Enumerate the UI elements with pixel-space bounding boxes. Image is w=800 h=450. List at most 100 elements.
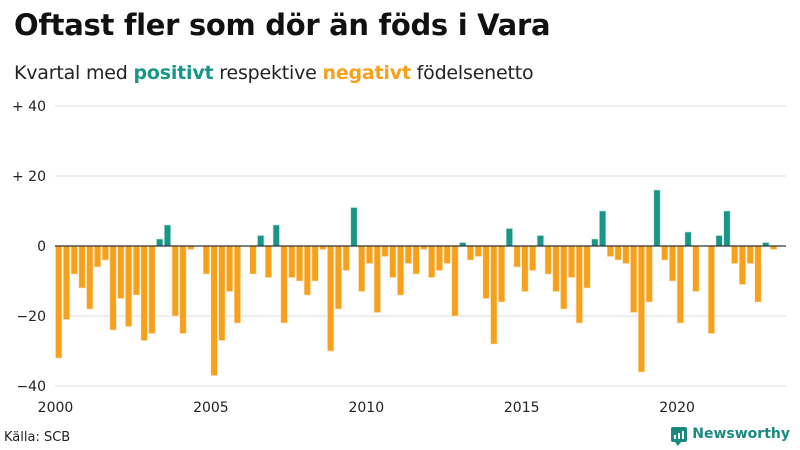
bar — [233, 245, 241, 324]
bar — [521, 245, 529, 292]
y-axis-ticks: + 40 + 20 0 −20 −40 — [12, 99, 46, 395]
bar — [738, 245, 746, 285]
bar — [536, 235, 544, 247]
bar — [560, 245, 568, 310]
bar-chart-icon — [671, 426, 688, 446]
bar — [754, 245, 762, 303]
x-tick-label: 2015 — [504, 400, 540, 416]
bar — [451, 245, 459, 317]
bar — [568, 245, 576, 278]
bar — [311, 245, 319, 282]
subtitle-negative: negativt — [322, 62, 412, 84]
bar — [746, 245, 754, 264]
bar — [218, 245, 226, 341]
y-tick-label: −20 — [16, 309, 46, 325]
subtitle-suffix: födelsenetto — [410, 62, 534, 84]
chart-title: Oftast fler som dör än föds i Vara — [14, 8, 551, 42]
brand-name: Newsworthy — [692, 426, 790, 442]
bar — [645, 245, 653, 303]
bar — [498, 245, 506, 303]
bar — [78, 245, 86, 289]
bar — [731, 245, 739, 264]
bar — [513, 245, 521, 268]
bar — [132, 245, 140, 296]
bar — [148, 245, 156, 334]
bar — [94, 245, 102, 268]
x-tick-label: 2005 — [193, 400, 229, 416]
bar — [622, 245, 630, 264]
x-tick-label: 2020 — [659, 400, 695, 416]
bar — [70, 245, 78, 275]
bar — [156, 238, 164, 247]
bar — [257, 235, 265, 247]
bar — [661, 245, 669, 261]
newsworthy-logo[interactable]: Newsworthy — [671, 426, 790, 446]
bar — [637, 245, 645, 373]
bar — [482, 245, 490, 299]
bar — [715, 235, 723, 247]
x-tick-label: 2000 — [38, 400, 74, 416]
bar — [296, 245, 304, 282]
bar — [350, 207, 358, 247]
y-tick-label: 0 — [37, 239, 46, 255]
bar — [490, 245, 498, 345]
bars — [55, 189, 778, 376]
bar — [202, 245, 210, 275]
bar — [365, 245, 373, 264]
x-axis-ticks: 2000 2005 2010 2015 2020 — [38, 400, 695, 416]
bar — [327, 245, 335, 352]
bar — [630, 245, 638, 313]
bar — [676, 245, 684, 324]
chart-subtitle: Kvartal med positivt respektive negativt… — [14, 62, 534, 84]
bar — [373, 245, 381, 313]
bar — [653, 189, 661, 247]
bar — [474, 245, 482, 257]
bar — [591, 238, 599, 247]
bar — [303, 245, 311, 296]
y-tick-label: −40 — [16, 379, 46, 395]
bar — [428, 245, 436, 278]
bar — [552, 245, 560, 292]
bar — [140, 245, 148, 341]
bar — [62, 245, 70, 320]
bar — [86, 245, 94, 310]
bar — [288, 245, 296, 278]
bar — [389, 245, 397, 278]
bar — [381, 245, 389, 257]
bar — [171, 245, 179, 317]
bar — [109, 245, 117, 331]
bar — [101, 245, 109, 261]
bar — [443, 245, 451, 264]
bar — [505, 228, 513, 247]
bar — [264, 245, 272, 278]
source-label: Källa: SCB — [4, 430, 71, 445]
bar — [669, 245, 677, 282]
bar — [575, 245, 583, 324]
bar — [599, 210, 607, 247]
bar — [404, 245, 412, 264]
bar — [125, 245, 133, 327]
bar — [117, 245, 125, 299]
x-tick-label: 2010 — [348, 400, 384, 416]
bar — [692, 245, 700, 292]
bar — [272, 224, 280, 247]
bar — [358, 245, 366, 292]
bar — [707, 245, 715, 334]
bar — [529, 245, 537, 271]
subtitle-prefix: Kvartal med — [14, 62, 134, 84]
bar — [412, 245, 420, 275]
y-tick-label: + 40 — [12, 99, 46, 115]
bar — [583, 245, 591, 289]
bar — [614, 245, 622, 261]
bar — [397, 245, 405, 296]
bar — [723, 210, 731, 247]
bar — [163, 224, 171, 247]
bar — [606, 245, 614, 257]
subtitle-middle: respektive — [213, 62, 323, 84]
bar — [435, 245, 443, 271]
bar — [467, 245, 475, 261]
bar — [342, 245, 350, 271]
bar — [55, 245, 63, 359]
bar — [210, 245, 218, 376]
